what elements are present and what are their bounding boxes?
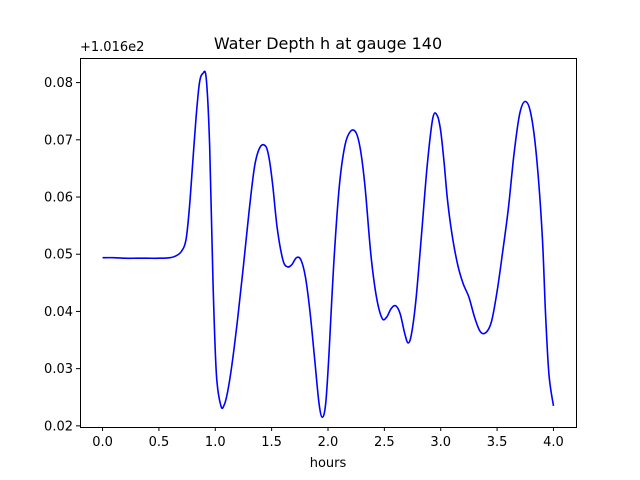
ticks-layer: 0.0 0.5 1.0 1.5 2.0 2.5 3.0 3.5 4.0 0.02 0.03 0.04 0…: [44, 76, 564, 450]
x-tick-label: 1.0: [205, 435, 226, 450]
series-line-0: [102, 70, 555, 419]
x-tick-label: 3.5: [487, 435, 508, 450]
x-tick-label: 0.5: [149, 435, 170, 450]
y-tick-label: 0.02: [44, 419, 73, 434]
x-tick-label: 0.0: [92, 435, 113, 450]
y-tick-label: 0.08: [44, 76, 73, 91]
y-tick-label: 0.06: [44, 191, 73, 206]
x-tick-label: 1.5: [261, 435, 282, 450]
y-axis-offset-label: +1.016e2: [80, 40, 144, 55]
chart-title: Water Depth h at gauge 140: [214, 34, 442, 53]
y-tick-label: 0.03: [44, 362, 73, 377]
plot-frame: [80, 58, 577, 428]
x-tick-label: 3.0: [430, 435, 451, 450]
series-layer: [102, 70, 555, 419]
x-tick-label: 2.5: [374, 435, 395, 450]
x-axis-label: hours: [310, 456, 347, 471]
y-tick-label: 0.05: [44, 248, 73, 263]
x-tick-label: 2.0: [318, 435, 339, 450]
x-tick-label: 4.0: [543, 435, 564, 450]
y-tick-label: 0.04: [44, 305, 73, 320]
y-tick-label: 0.07: [44, 133, 73, 148]
